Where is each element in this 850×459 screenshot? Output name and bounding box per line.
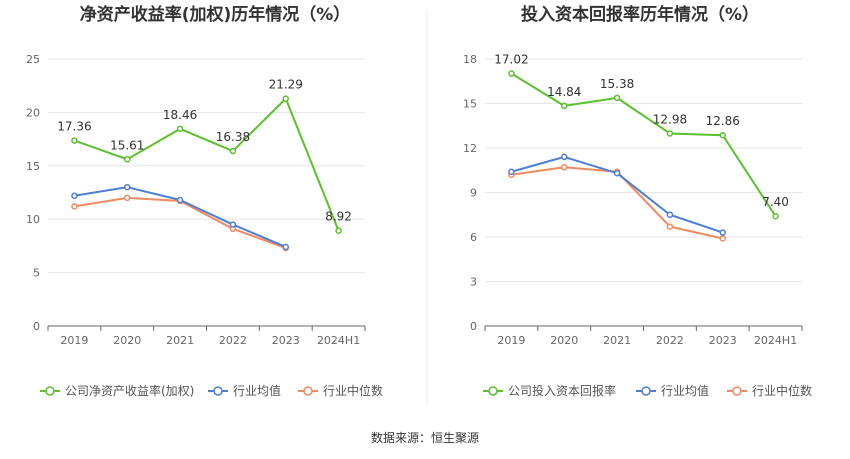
data-label: 17.36 — [57, 120, 91, 134]
x-tick-label: 2019 — [497, 334, 525, 347]
y-tick-label: 5 — [33, 267, 40, 280]
data-point — [71, 203, 78, 210]
series-line — [510, 72, 777, 217]
legend-item: 行业均值 — [636, 383, 709, 398]
y-tick-label: 3 — [470, 276, 477, 289]
legend-item: 公司净资产收益率(加权) — [40, 383, 194, 398]
y-tick-label: 20 — [26, 106, 40, 119]
data-point — [561, 102, 568, 110]
chart-title: 净资产收益率(加权)历年情况（%） — [80, 4, 351, 25]
legend-item: 行业中位数 — [298, 383, 383, 398]
data-point — [229, 221, 237, 228]
legend-swatch-marker — [641, 386, 651, 396]
data-point — [666, 223, 674, 230]
data-label: 12.98 — [653, 112, 687, 126]
y-tick-label: 10 — [26, 213, 40, 226]
data-point — [666, 211, 674, 218]
legend-label: 行业均值 — [233, 383, 281, 398]
data-point — [561, 153, 568, 161]
data-point — [282, 95, 289, 102]
data-point — [719, 235, 726, 242]
legend-swatch-marker — [45, 386, 55, 396]
data-label: 15.38 — [600, 77, 634, 91]
y-tick-label: 25 — [26, 53, 40, 66]
data-point — [71, 192, 78, 199]
data-point — [719, 229, 726, 236]
y-tick-label: 15 — [26, 160, 40, 173]
legend-label: 公司净资产收益率(加权) — [65, 383, 194, 398]
chart-panel-2: 投入资本回报率历年情况（%） 0 3 6 9 12 15 18 2019 2020 2021 2022… — [463, 4, 812, 398]
legend-label: 行业中位数 — [752, 383, 812, 398]
data-label: 18.46 — [163, 108, 197, 122]
data-point — [124, 194, 131, 202]
data-point — [772, 212, 779, 220]
legend-label: 公司投入资本回报率 — [508, 383, 616, 398]
data-point — [71, 137, 78, 144]
legend-item: 行业均值 — [208, 383, 281, 398]
x-tick-label: 2024H1 — [317, 334, 360, 347]
data-point — [613, 94, 621, 102]
x-tick-label: 2021 — [603, 334, 631, 347]
x-tick-label: 2023 — [709, 334, 737, 347]
x-tick-label: 2022 — [219, 334, 247, 347]
data-point — [176, 125, 184, 133]
legend-label: 行业均值 — [661, 383, 709, 398]
data-label: 17.02 — [494, 53, 528, 67]
data-label: 16.38 — [216, 130, 250, 144]
x-tick-label: 2020 — [550, 334, 578, 347]
series-line — [511, 166, 723, 240]
data-label: 8.92 — [325, 210, 352, 224]
y-tick-label: 18 — [463, 53, 477, 66]
data-point — [282, 243, 289, 251]
data-point — [508, 70, 515, 77]
x-tick-label: 2019 — [60, 334, 88, 347]
data-point — [719, 131, 726, 139]
data-point — [666, 130, 674, 137]
data-point — [124, 156, 131, 163]
legend-swatch-marker — [488, 386, 498, 396]
data-point — [124, 183, 131, 191]
legend-swatch-marker — [303, 386, 313, 396]
series-line — [74, 196, 287, 249]
y-tick-label: 0 — [470, 320, 477, 333]
legend-swatch-marker — [732, 386, 742, 396]
chart-title: 投入资本回报率历年情况（%） — [521, 4, 759, 25]
data-point — [335, 227, 342, 234]
x-tick-label: 2024H1 — [754, 334, 797, 347]
y-tick-label: 6 — [470, 231, 477, 244]
legend-item: 行业中位数 — [727, 383, 812, 398]
x-tick-label: 2022 — [656, 334, 684, 347]
series-line — [74, 186, 287, 248]
series-line — [511, 155, 724, 234]
data-point — [508, 168, 515, 175]
y-tick-label: 0 — [33, 320, 40, 333]
x-tick-label: 2020 — [113, 334, 141, 347]
data-label: 7.40 — [762, 195, 789, 209]
legend-label: 行业中位数 — [323, 383, 383, 398]
chart-panel-1: 净资产收益率(加权)历年情况（%） 0 5 10 15 20 25 2019 2020 2021 2… — [26, 4, 383, 398]
legend-swatch-marker — [213, 386, 223, 396]
legend-item: 公司投入资本回报率 — [483, 383, 616, 398]
data-point — [229, 147, 237, 155]
x-tick-label: 2023 — [272, 334, 300, 347]
data-label: 21.29 — [269, 78, 303, 92]
y-tick-label: 12 — [463, 142, 477, 155]
data-point — [561, 164, 568, 171]
data-label: 15.61 — [110, 138, 144, 152]
data-label: 12.86 — [706, 114, 740, 128]
data-label: 14.84 — [547, 85, 581, 99]
data-point — [613, 169, 621, 177]
x-tick-label: 2021 — [166, 334, 194, 347]
series-line — [74, 97, 340, 232]
y-tick-label: 15 — [463, 98, 477, 111]
y-tick-label: 9 — [470, 187, 477, 200]
data-point — [176, 196, 184, 204]
source-text: 数据来源：恒生聚源 — [371, 430, 479, 445]
